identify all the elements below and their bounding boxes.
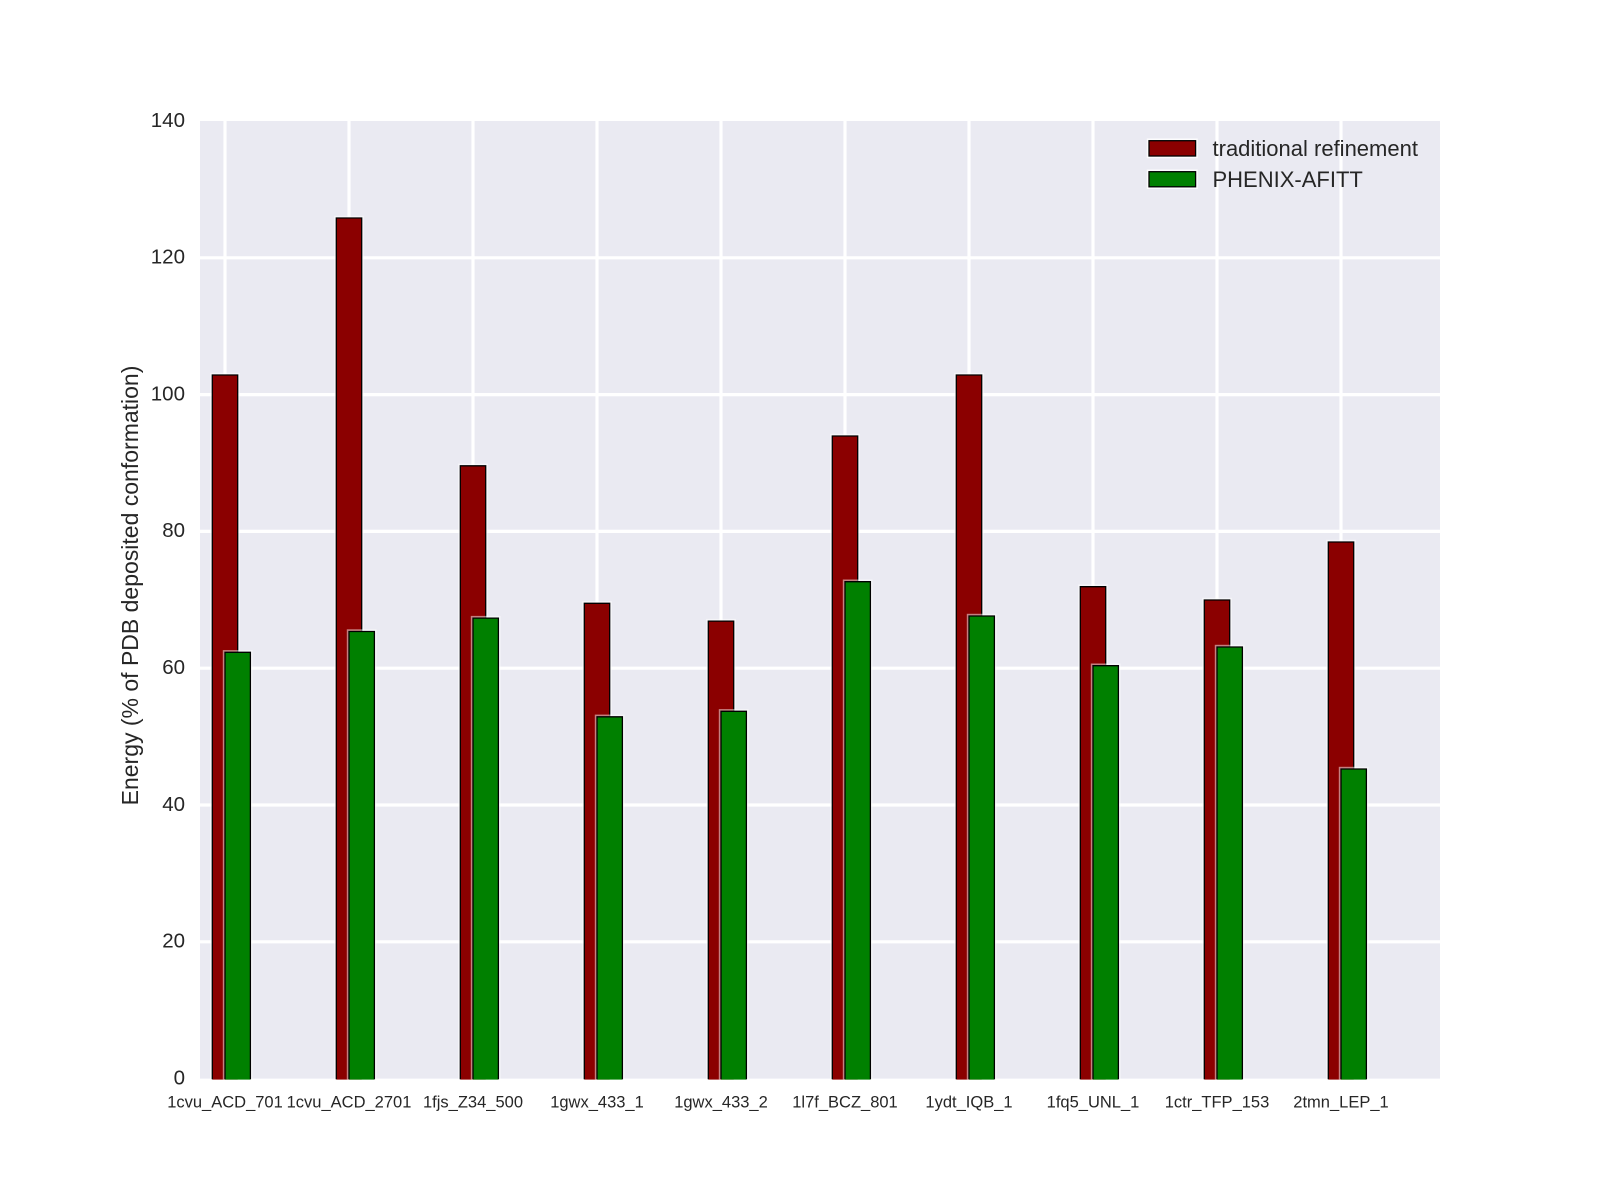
svg-text:60: 60 [162, 656, 185, 679]
svg-text:140: 140 [151, 109, 185, 132]
svg-text:1l7f_BCZ_801: 1l7f_BCZ_801 [792, 1094, 898, 1112]
svg-text:1ctr_TFP_153: 1ctr_TFP_153 [1165, 1094, 1270, 1112]
svg-text:1cvu_ACD_701: 1cvu_ACD_701 [167, 1094, 283, 1112]
svg-text:120: 120 [151, 246, 185, 269]
svg-text:2tmn_LEP_1: 2tmn_LEP_1 [1293, 1094, 1388, 1112]
svg-text:Energy (% of PDB deposited con: Energy (% of PDB deposited conformation) [117, 366, 143, 806]
svg-text:20: 20 [162, 930, 185, 953]
svg-text:40: 40 [162, 793, 185, 816]
svg-text:1ydt_IQB_1: 1ydt_IQB_1 [925, 1094, 1012, 1112]
svg-text:100: 100 [151, 382, 185, 405]
svg-text:PHENIX-AFITT: PHENIX-AFITT [1213, 167, 1363, 192]
svg-text:1fq5_UNL_1: 1fq5_UNL_1 [1047, 1094, 1140, 1112]
svg-text:1gwx_433_1: 1gwx_433_1 [550, 1094, 644, 1112]
svg-text:1cvu_ACD_2701: 1cvu_ACD_2701 [287, 1094, 412, 1112]
svg-text:0: 0 [174, 1066, 185, 1089]
svg-text:1gwx_433_2: 1gwx_433_2 [674, 1094, 768, 1112]
svg-text:traditional refinement: traditional refinement [1213, 136, 1418, 161]
svg-text:80: 80 [162, 519, 185, 542]
svg-text:1fjs_Z34_500: 1fjs_Z34_500 [423, 1094, 523, 1112]
